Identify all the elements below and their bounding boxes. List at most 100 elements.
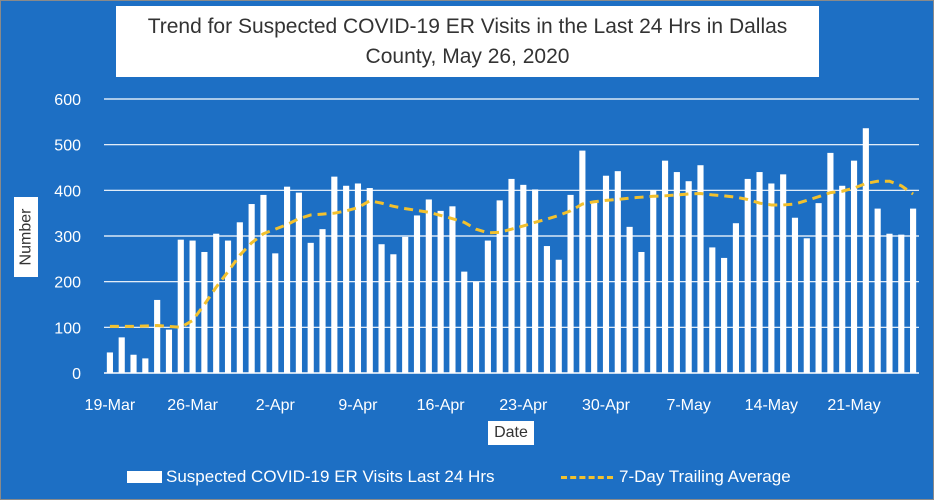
- bar: [307, 242, 314, 373]
- bar: [839, 185, 846, 373]
- bar: [721, 257, 728, 373]
- legend-item-bars: Suspected COVID-19 ER Visits Last 24 Hrs: [127, 467, 495, 487]
- bar: [614, 171, 621, 373]
- trailing-average-line: [109, 179, 914, 329]
- bar: [295, 192, 302, 373]
- bar: [260, 194, 267, 373]
- bar: [697, 165, 704, 373]
- bar: [673, 172, 680, 373]
- bar: [331, 176, 338, 373]
- bar: [354, 183, 362, 373]
- bar: [236, 222, 243, 373]
- x-tick-label: 30-Apr: [582, 397, 631, 414]
- bar: [402, 236, 409, 373]
- bar: [910, 208, 917, 373]
- bar: [272, 253, 279, 373]
- y-tick-label: 200: [54, 275, 81, 292]
- bar: [449, 206, 456, 373]
- bar: [425, 199, 432, 373]
- bar: [224, 240, 232, 373]
- y-tick-label: 400: [54, 183, 81, 200]
- bar: [319, 229, 326, 373]
- bar: [532, 189, 539, 373]
- bar: [472, 281, 480, 373]
- legend-item-average: 7-Day Trailing Average: [561, 467, 791, 487]
- bar: [874, 208, 881, 373]
- bar: [602, 175, 610, 373]
- bar: [118, 337, 125, 373]
- x-tick-label: 7-May: [666, 397, 710, 414]
- bar: [579, 150, 586, 373]
- bar: [791, 217, 799, 373]
- bar: [626, 226, 633, 373]
- bar: [732, 223, 739, 373]
- bar: [803, 238, 810, 373]
- x-tick-label: 23-Apr: [499, 397, 548, 414]
- bar: [650, 190, 657, 373]
- legend: Suspected COVID-19 ER Visits Last 24 Hrs…: [1, 467, 933, 495]
- bar: [142, 358, 149, 373]
- legend-average-label: 7-Day Trailing Average: [619, 467, 791, 486]
- chart-title: Trend for Suspected COVID-19 ER Visits i…: [116, 6, 819, 77]
- bar: [591, 201, 598, 373]
- bar: [496, 200, 503, 373]
- bar: [661, 160, 669, 373]
- bar: [744, 178, 751, 373]
- bar: [567, 194, 574, 373]
- bar: [189, 240, 196, 373]
- bar: [638, 251, 645, 373]
- bar: [201, 251, 208, 373]
- bar: [827, 152, 834, 373]
- bar: [378, 244, 385, 373]
- bar: [862, 128, 869, 373]
- bar: [177, 239, 184, 373]
- bar: [508, 178, 515, 373]
- x-axis-label: Date: [488, 421, 534, 445]
- bar: [685, 181, 692, 373]
- bar: [484, 240, 491, 373]
- x-tick-label: 9-Apr: [338, 397, 378, 414]
- y-tick-label: 0: [72, 366, 81, 383]
- x-tick-label: 14-May: [745, 397, 798, 414]
- bar: [815, 203, 822, 373]
- bar: [165, 329, 173, 373]
- x-tick-label: 16-Apr: [417, 397, 466, 414]
- bar: [413, 215, 421, 373]
- x-tick-label: 26-Mar: [167, 397, 218, 414]
- y-axis-label: Number: [17, 208, 34, 266]
- bar: [780, 174, 787, 373]
- bar: [520, 184, 527, 373]
- bar: [709, 247, 716, 373]
- bar: [248, 204, 255, 373]
- legend-bar-swatch: [127, 471, 162, 483]
- x-tick-label: 19-Mar: [85, 397, 136, 414]
- bar: [284, 186, 291, 373]
- bar: [390, 254, 397, 373]
- y-tick-label: 600: [54, 92, 81, 109]
- bar: [106, 352, 113, 373]
- bar: [130, 354, 137, 373]
- bar: [154, 299, 161, 373]
- x-tick-label: 21-May: [827, 397, 880, 414]
- bar: [343, 185, 350, 373]
- bar: [366, 188, 373, 373]
- y-axis-label-box: Number: [14, 197, 38, 277]
- bar: [850, 160, 858, 373]
- bar: [437, 210, 444, 373]
- bar: [768, 183, 775, 373]
- bar: [756, 172, 763, 373]
- bar: [898, 234, 905, 373]
- bar: [555, 259, 562, 373]
- legend-bars-label: Suspected COVID-19 ER Visits Last 24 Hrs: [166, 467, 495, 486]
- bar: [461, 271, 468, 373]
- y-tick-label: 500: [54, 138, 81, 155]
- legend-line-swatch: [561, 475, 613, 479]
- bar: [543, 246, 551, 373]
- y-tick-label: 100: [54, 320, 81, 337]
- bar: [886, 233, 893, 373]
- x-tick-label: 2-Apr: [256, 397, 296, 414]
- bar: [213, 233, 220, 373]
- y-tick-label: 300: [54, 229, 81, 246]
